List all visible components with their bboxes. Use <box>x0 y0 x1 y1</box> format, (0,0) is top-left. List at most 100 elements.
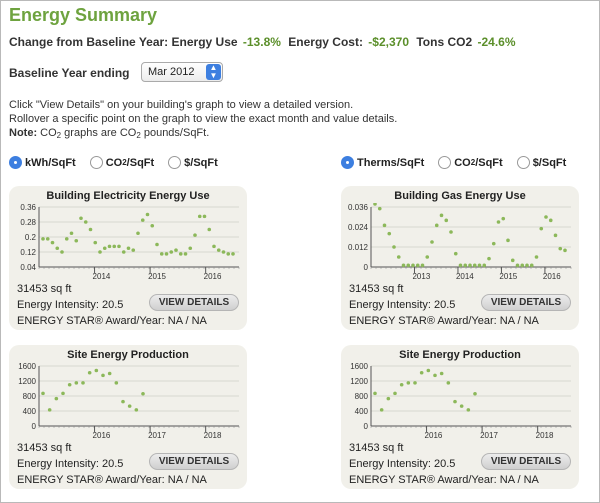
radio-therms-sqft[interactable]: Therms/SqFt <box>341 156 424 169</box>
data-point[interactable] <box>193 233 197 237</box>
data-point[interactable] <box>411 263 415 268</box>
data-point[interactable] <box>413 381 417 385</box>
radio-dollar-sqft-gas[interactable]: $/SqFt <box>516 156 566 169</box>
view-details-button[interactable]: VIEW DETAILS <box>149 294 239 311</box>
data-point[interactable] <box>379 408 384 412</box>
data-point[interactable] <box>134 408 139 412</box>
data-point[interactable] <box>81 381 85 385</box>
radio-kwh-sqft[interactable]: kWh/SqFt <box>9 156 76 169</box>
data-point[interactable] <box>501 216 506 221</box>
data-point[interactable] <box>79 216 83 221</box>
data-point[interactable] <box>434 223 439 228</box>
data-point[interactable] <box>226 252 231 256</box>
data-point[interactable] <box>121 250 126 254</box>
data-point[interactable] <box>112 244 117 249</box>
data-point[interactable] <box>216 248 221 252</box>
data-point[interactable] <box>553 233 558 238</box>
data-point[interactable] <box>563 248 567 253</box>
data-point[interactable] <box>544 215 548 219</box>
data-point[interactable] <box>539 226 544 231</box>
data-point[interactable] <box>150 223 155 228</box>
data-point[interactable] <box>41 391 45 396</box>
data-point[interactable] <box>87 370 92 375</box>
data-point[interactable] <box>50 240 55 245</box>
data-point[interactable] <box>88 227 93 232</box>
data-point[interactable] <box>136 231 140 236</box>
data-point[interactable] <box>373 203 377 206</box>
data-point[interactable] <box>94 368 99 373</box>
data-point[interactable] <box>64 237 69 241</box>
radio-dollar-sqft[interactable]: $/SqFt <box>168 156 218 169</box>
data-point[interactable] <box>510 258 515 263</box>
view-details-button[interactable]: VIEW DETAILS <box>481 294 571 311</box>
data-point[interactable] <box>101 373 105 378</box>
data-point[interactable] <box>430 240 434 244</box>
data-point[interactable] <box>61 391 65 396</box>
data-point[interactable] <box>67 382 72 387</box>
data-point[interactable] <box>419 370 424 375</box>
radio-co2-sqft[interactable]: CO 2/SqFt <box>89 156 154 169</box>
data-point[interactable] <box>98 250 102 254</box>
data-point[interactable] <box>169 250 174 254</box>
view-details-button[interactable]: VIEW DETAILS <box>481 453 571 470</box>
data-point[interactable] <box>520 263 525 268</box>
data-point[interactable] <box>472 263 477 268</box>
data-point[interactable] <box>212 244 216 249</box>
data-point[interactable] <box>155 242 159 247</box>
data-point[interactable] <box>60 250 64 254</box>
data-point[interactable] <box>459 404 464 408</box>
data-point[interactable] <box>164 252 169 256</box>
data-point[interactable] <box>74 381 79 385</box>
data-point[interactable] <box>468 263 472 268</box>
data-point[interactable] <box>399 382 404 387</box>
data-point[interactable] <box>117 244 121 249</box>
data-point[interactable] <box>477 263 482 268</box>
data-point[interactable] <box>114 381 119 385</box>
data-point[interactable] <box>401 263 406 268</box>
data-point[interactable] <box>140 218 145 222</box>
data-point[interactable] <box>83 220 88 224</box>
data-point[interactable] <box>377 206 382 211</box>
data-point[interactable] <box>496 220 501 224</box>
data-point[interactable] <box>107 371 112 376</box>
data-point[interactable] <box>131 248 136 252</box>
data-point[interactable] <box>444 218 449 223</box>
data-point[interactable] <box>446 381 451 385</box>
data-point[interactable] <box>102 246 107 251</box>
data-point[interactable] <box>406 263 411 268</box>
data-point[interactable] <box>202 214 207 219</box>
data-point[interactable] <box>174 248 178 252</box>
gas-chart[interactable]: 0.036 0.024 0.012 0 2013 2014 2015 2016 <box>341 203 579 283</box>
data-point[interactable] <box>47 408 52 412</box>
data-point[interactable] <box>127 404 132 408</box>
data-point[interactable] <box>387 231 392 236</box>
data-point[interactable] <box>453 251 458 256</box>
data-point[interactable] <box>392 245 396 249</box>
data-point[interactable] <box>93 240 98 245</box>
data-point[interactable] <box>74 238 79 243</box>
data-point[interactable] <box>548 218 553 223</box>
data-point[interactable] <box>183 252 188 256</box>
data-point[interactable] <box>406 381 411 385</box>
data-point[interactable] <box>55 246 60 251</box>
data-point[interactable] <box>188 246 193 251</box>
data-point[interactable] <box>141 391 145 396</box>
baseline-year-select[interactable]: Mar 2012 ▲ ▼ <box>141 62 223 82</box>
data-point[interactable] <box>425 255 430 259</box>
data-point[interactable] <box>231 252 235 256</box>
data-point[interactable] <box>145 212 150 217</box>
data-point[interactable] <box>178 252 183 256</box>
data-point[interactable] <box>54 396 59 401</box>
data-point[interactable] <box>525 263 529 268</box>
data-point[interactable] <box>439 213 444 218</box>
site-production-chart-right[interactable]: 1600 1200 800 400 0 2016 2017 2018 <box>341 362 579 442</box>
data-point[interactable] <box>458 263 463 268</box>
data-point[interactable] <box>420 263 425 268</box>
data-point[interactable] <box>197 214 202 219</box>
data-point[interactable] <box>121 399 125 404</box>
radio-co2-sqft-gas[interactable]: CO 2/SqFt <box>438 156 503 169</box>
data-point[interactable] <box>386 396 391 401</box>
data-point[interactable] <box>159 252 164 256</box>
data-point[interactable] <box>515 263 520 268</box>
data-point[interactable] <box>491 241 496 246</box>
